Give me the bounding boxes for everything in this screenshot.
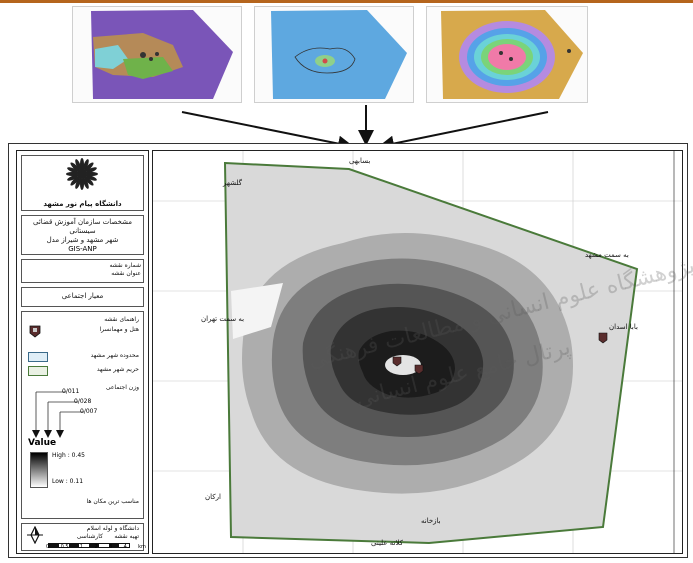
scale-label: 2 bbox=[94, 544, 98, 550]
main-map-frame: بسابهی گلشهر به سمت مشهد بابا اسدان به س… bbox=[152, 150, 693, 554]
scale-labels: 0 0.5 1 2 3 4 km bbox=[46, 544, 146, 550]
city-boundary-label: محدوده شهر مشهد bbox=[90, 352, 139, 359]
scale-label: 0 bbox=[46, 544, 50, 550]
legend-panel: دانشگاه پیام نور مشهد مشخصات سازمان آموز… bbox=[16, 150, 149, 554]
footer-block: دانشگاه و لوله اسلام تهیه نقشه کارشناسی … bbox=[21, 523, 146, 551]
legend-header: راهنمای نقشه bbox=[104, 316, 139, 323]
weights-header: وزن اجتماعی bbox=[105, 384, 139, 391]
hotel-marker bbox=[392, 356, 402, 367]
legend-body: راهنمای نقشه هتل و مهمانسرا محدوده شهر م… bbox=[21, 311, 144, 519]
weight-3: 0/007 bbox=[80, 408, 98, 415]
title-line-2: شهر مشهد و شیراز مدل bbox=[46, 236, 119, 244]
value-title: Value bbox=[28, 438, 57, 448]
title-line-1: مشخصات سازمان آموزش قضائی سیستانی bbox=[33, 218, 132, 235]
city-limit-swatch bbox=[28, 366, 48, 376]
city-boundary-swatch bbox=[28, 352, 48, 362]
label-southwest: ارکان bbox=[205, 493, 221, 501]
suitability-map bbox=[153, 151, 682, 553]
north-arrow-icon bbox=[27, 526, 43, 544]
city-limit-label: حریم شهر مشهد bbox=[96, 366, 139, 373]
title-line-3: GIS-ANP bbox=[68, 245, 97, 253]
university-logo bbox=[66, 158, 98, 190]
university-name: دانشگاه پیام نور مشهد bbox=[43, 200, 122, 208]
bottom-note: مناسب ترین مکان ها bbox=[86, 498, 139, 505]
hotel-symbol-icon bbox=[29, 325, 41, 338]
hotel-marker bbox=[414, 364, 424, 375]
value-low-label: Low : 0.11 bbox=[52, 478, 84, 485]
footer-line-2: تهیه نقشه bbox=[114, 533, 139, 540]
weights-tree bbox=[32, 391, 84, 438]
label-east-2: بابا اسدان bbox=[609, 323, 638, 331]
scale-label: 3 bbox=[109, 544, 113, 550]
scale-unit: km bbox=[138, 544, 146, 550]
map-title-label: عنوان نقشه bbox=[111, 270, 141, 277]
criterion-label: معیار اجتماعی bbox=[61, 292, 104, 300]
thumbnail-map-2 bbox=[254, 6, 414, 103]
university-header: دانشگاه پیام نور مشهد bbox=[21, 155, 144, 211]
label-east: به سمت مشهد bbox=[585, 251, 629, 259]
footer-line-1: دانشگاه و لوله اسلام bbox=[86, 525, 139, 532]
thumbnail-map-3 bbox=[426, 6, 588, 103]
weight-2: 0/028 bbox=[74, 398, 92, 405]
map-number-label: شماره نقشه bbox=[109, 262, 141, 269]
map-number-block: شماره نقشه عنوان نقشه bbox=[21, 259, 144, 283]
thumbnail-map-1 bbox=[72, 6, 242, 103]
value-gradient-swatch bbox=[30, 452, 48, 488]
label-north: بسابهی bbox=[349, 157, 371, 165]
criterion-block: معیار اجتماعی bbox=[21, 287, 144, 307]
scale-bar bbox=[48, 543, 130, 548]
label-west: به سمت تهران bbox=[201, 315, 245, 323]
label-northwest: گلشهر bbox=[223, 179, 242, 187]
weight-1: 0/011 bbox=[62, 388, 80, 395]
scale-label: 1 bbox=[79, 544, 84, 550]
scale-label: 0.5 bbox=[60, 544, 69, 550]
hotel-label: هتل و مهمانسرا bbox=[99, 326, 139, 333]
title-block: مشخصات سازمان آموزش قضائی سیستانی شهر مش… bbox=[21, 215, 144, 255]
label-south-2: کلاته علینی bbox=[371, 539, 403, 547]
hotel-marker bbox=[598, 332, 608, 344]
scale-label: 4 bbox=[123, 544, 127, 550]
label-south: بازخانه bbox=[421, 517, 441, 525]
top-accent-line bbox=[0, 0, 693, 3]
footer-line-3: کارشناسی bbox=[76, 533, 103, 540]
value-high-label: High : 0.45 bbox=[52, 452, 85, 459]
